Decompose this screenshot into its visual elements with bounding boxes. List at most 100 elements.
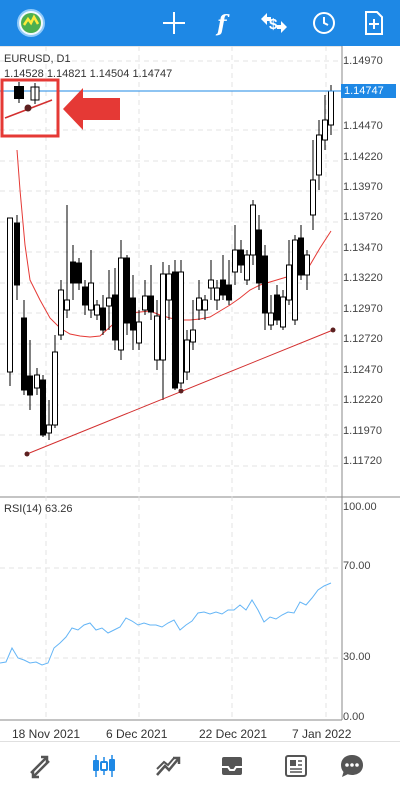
date-axis-label: 6 Dec 2021 (106, 727, 168, 741)
rsi-axis-label: 30.00 (343, 651, 371, 663)
candle-body (82, 286, 88, 306)
candle-body (280, 296, 286, 328)
price-axis-label: 1.12720 (343, 333, 383, 345)
bottom-navigation (0, 741, 400, 789)
candle-body (58, 289, 64, 336)
candle-body (310, 179, 316, 216)
candle-body (328, 90, 334, 126)
rsi-axis-label: 70.00 (343, 560, 371, 572)
chart-icon[interactable] (87, 751, 121, 781)
trendline-anchor (178, 388, 184, 394)
rsi-axis-label: 0.00 (343, 711, 365, 723)
price-axis-label: 1.11970 (343, 425, 382, 437)
price-axis-label: 1.13720 (343, 211, 383, 223)
symbol-timeframe-label: EURUSD, D1 (4, 53, 71, 65)
quotes-icon[interactable] (23, 751, 57, 781)
candle-body (208, 279, 214, 289)
candle-body (292, 239, 298, 321)
candle-body (70, 261, 76, 284)
candle-body (238, 249, 244, 266)
timeframe-clock-icon[interactable] (307, 7, 341, 39)
price-axis-label: 1.14970 (343, 55, 383, 67)
candle-body (166, 273, 172, 301)
rsi-indicator-label: RSI(14) 63.26 (4, 503, 73, 515)
trendline-anchor (330, 327, 336, 333)
candle-body (250, 204, 256, 256)
candle-body (274, 294, 280, 321)
ohlc-values: 1.14528 1.14821 1.14504 1.14747 (4, 68, 173, 80)
rsi-axis-label: 100.00 (343, 501, 377, 513)
price-axis-label: 1.12220 (343, 394, 383, 406)
candle-body (316, 134, 322, 176)
trendline-tool-highlight (0, 78, 60, 138)
candle-body (118, 257, 124, 351)
candle-body (298, 237, 304, 276)
trendline-anchor (24, 451, 30, 457)
candle-body (52, 351, 58, 426)
candle-body (184, 339, 190, 373)
candle-body (178, 271, 184, 384)
candle-body (220, 279, 226, 296)
candle-body (172, 271, 178, 389)
news-icon[interactable] (279, 751, 313, 781)
candle-body (322, 119, 328, 141)
candle-body (142, 295, 148, 311)
candle-body (94, 304, 100, 316)
candle-body (286, 264, 292, 301)
candle-body (76, 262, 82, 284)
chart-canvas[interactable] (0, 46, 400, 741)
candle-body (160, 273, 166, 361)
candle-body (226, 284, 232, 301)
candle-body (262, 255, 268, 314)
price-axis-label: 1.13970 (343, 181, 383, 193)
symbol-swap-icon[interactable]: $ (257, 7, 291, 39)
candle-body (136, 321, 142, 344)
candle-body (154, 315, 160, 361)
candle-body (112, 294, 118, 341)
candle-body (27, 375, 33, 396)
history-icon[interactable] (215, 751, 249, 781)
candle-body (268, 312, 274, 326)
price-axis-label: 1.13220 (343, 272, 383, 284)
candle-body (40, 379, 46, 436)
trendline-tool-icon[interactable] (4, 82, 53, 119)
indicators-icon[interactable]: f (207, 7, 241, 39)
annotation-arrow-icon (63, 88, 120, 130)
candle-body (256, 229, 262, 284)
candle-body (232, 249, 238, 273)
candle-body (100, 307, 106, 331)
date-axis-label: 18 Nov 2021 (12, 727, 81, 741)
price-axis-label: 1.14220 (343, 151, 383, 163)
messages-icon[interactable] (335, 751, 369, 781)
candle-body (304, 254, 310, 276)
price-axis-label: 1.14470 (343, 120, 383, 132)
candle-body (106, 297, 112, 307)
candle-body (21, 317, 27, 391)
candle-body (214, 287, 220, 301)
candle-body (148, 295, 154, 313)
svg-text:$: $ (269, 16, 278, 33)
crosshair-icon[interactable] (157, 7, 191, 39)
candle-body (88, 282, 94, 311)
candle-body (130, 297, 136, 331)
candle-body (14, 222, 20, 286)
price-axis-label: 1.13470 (343, 242, 383, 254)
chart-area[interactable]: EURUSD, D1 1.14528 1.14821 1.14504 1.147… (0, 46, 400, 741)
svg-text:f: f (215, 11, 230, 36)
trade-icon[interactable] (151, 751, 185, 781)
price-axis-label: 1.11720 (343, 455, 382, 467)
candle-body (124, 257, 130, 324)
price-axis-label: 1.12470 (343, 364, 383, 376)
add-chart-icon[interactable] (357, 7, 391, 39)
rsi-line (0, 582, 332, 666)
candle-body (64, 299, 70, 311)
date-axis-label: 7 Jan 2022 (292, 727, 352, 741)
date-axis-label: 22 Dec 2021 (199, 727, 268, 741)
candle-body (46, 424, 52, 434)
candle-body (244, 254, 250, 281)
price-axis-label: 1.12970 (343, 303, 383, 315)
metatrader-logo-icon[interactable] (14, 7, 48, 39)
current-price-tag: 1.14747 (341, 84, 396, 98)
candle-body (202, 299, 208, 311)
candle-body (190, 329, 196, 343)
